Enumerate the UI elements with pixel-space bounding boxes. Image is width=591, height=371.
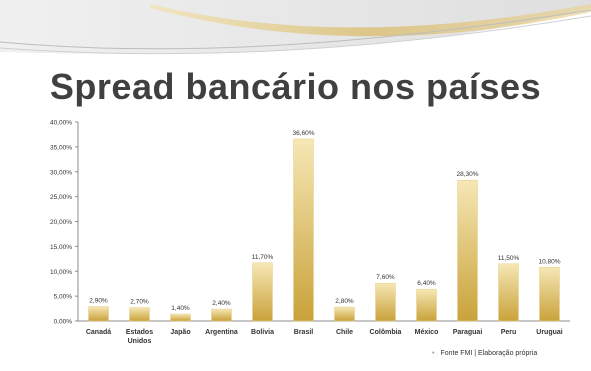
y-axis-ticks: 0,00% 5,00% 10,00% 15,00% 20,00% 25,00% 30,00%…	[50, 120, 78, 326]
x-tick-label: Paraguai	[453, 329, 483, 336]
bar	[293, 138, 314, 322]
bar	[211, 308, 232, 322]
data-label: 6,40%	[417, 280, 436, 287]
bars	[88, 138, 560, 322]
value-labels: 2,90% 2,70% 1,40% 2,40% 11,70% 36,60% 2,80% 7,6…	[89, 130, 560, 312]
data-label: 2,70%	[130, 299, 149, 306]
y-tick-label: 30,00%	[50, 169, 72, 176]
y-tick-label: 20,00%	[50, 219, 72, 226]
x-tick-label: Peru	[501, 329, 517, 336]
x-tick-label: México	[415, 329, 439, 336]
bar	[457, 179, 478, 322]
source-note: • Fonte FMI | Elaboração própria	[432, 350, 537, 357]
slide-title: Spread bancário nos países	[49, 66, 542, 107]
bar	[334, 306, 355, 322]
x-tick-label: Uruguai	[536, 329, 563, 336]
chart-axes	[77, 122, 570, 322]
data-label: 7,60%	[376, 274, 395, 281]
data-label: 11,70%	[252, 254, 274, 261]
bar	[416, 288, 437, 322]
bar	[539, 267, 560, 322]
bullet-icon: •	[432, 350, 435, 357]
header-swoosh-decoration	[0, 0, 591, 55]
x-axis-labels: Canadá Estados Unidos Japão Argentina Bolívia…	[86, 329, 563, 345]
data-label: 1,40%	[171, 305, 190, 312]
y-tick-label: 15,00%	[50, 244, 72, 251]
y-tick-label: 10,00%	[50, 269, 72, 276]
x-tick-label: Bolívia	[251, 329, 274, 336]
y-tick-label: 35,00%	[50, 144, 72, 151]
y-tick-label: 0,00%	[54, 319, 73, 326]
bar	[129, 307, 150, 322]
source-text: Fonte FMI | Elaboração própria	[440, 350, 538, 357]
x-tick-label: Japão	[170, 329, 190, 336]
data-label: 36,60%	[292, 130, 314, 137]
bar	[498, 263, 519, 322]
x-tick-label: Chile	[336, 329, 353, 336]
data-label: 2,80%	[335, 298, 354, 305]
y-tick-label: 5,00%	[54, 294, 73, 301]
data-label: 11,50%	[498, 255, 520, 262]
x-tick-label: Canadá	[86, 329, 111, 336]
data-label: 28,30%	[456, 171, 478, 178]
data-label: 10,80%	[538, 258, 560, 265]
x-tick-label: Brasil	[294, 329, 314, 336]
y-tick-label: 40,00%	[50, 120, 72, 127]
y-tick-label: 25,00%	[50, 194, 72, 201]
bar	[170, 313, 191, 322]
x-tick-label: Colômbia	[370, 329, 402, 336]
x-tick-label: Argentina	[205, 329, 238, 336]
x-tick-label: Estados Unidos	[126, 329, 153, 345]
data-label: 2,90%	[89, 298, 108, 305]
bar	[88, 306, 109, 322]
data-label: 2,40%	[212, 300, 231, 307]
bar	[252, 262, 273, 322]
bar	[375, 282, 396, 322]
